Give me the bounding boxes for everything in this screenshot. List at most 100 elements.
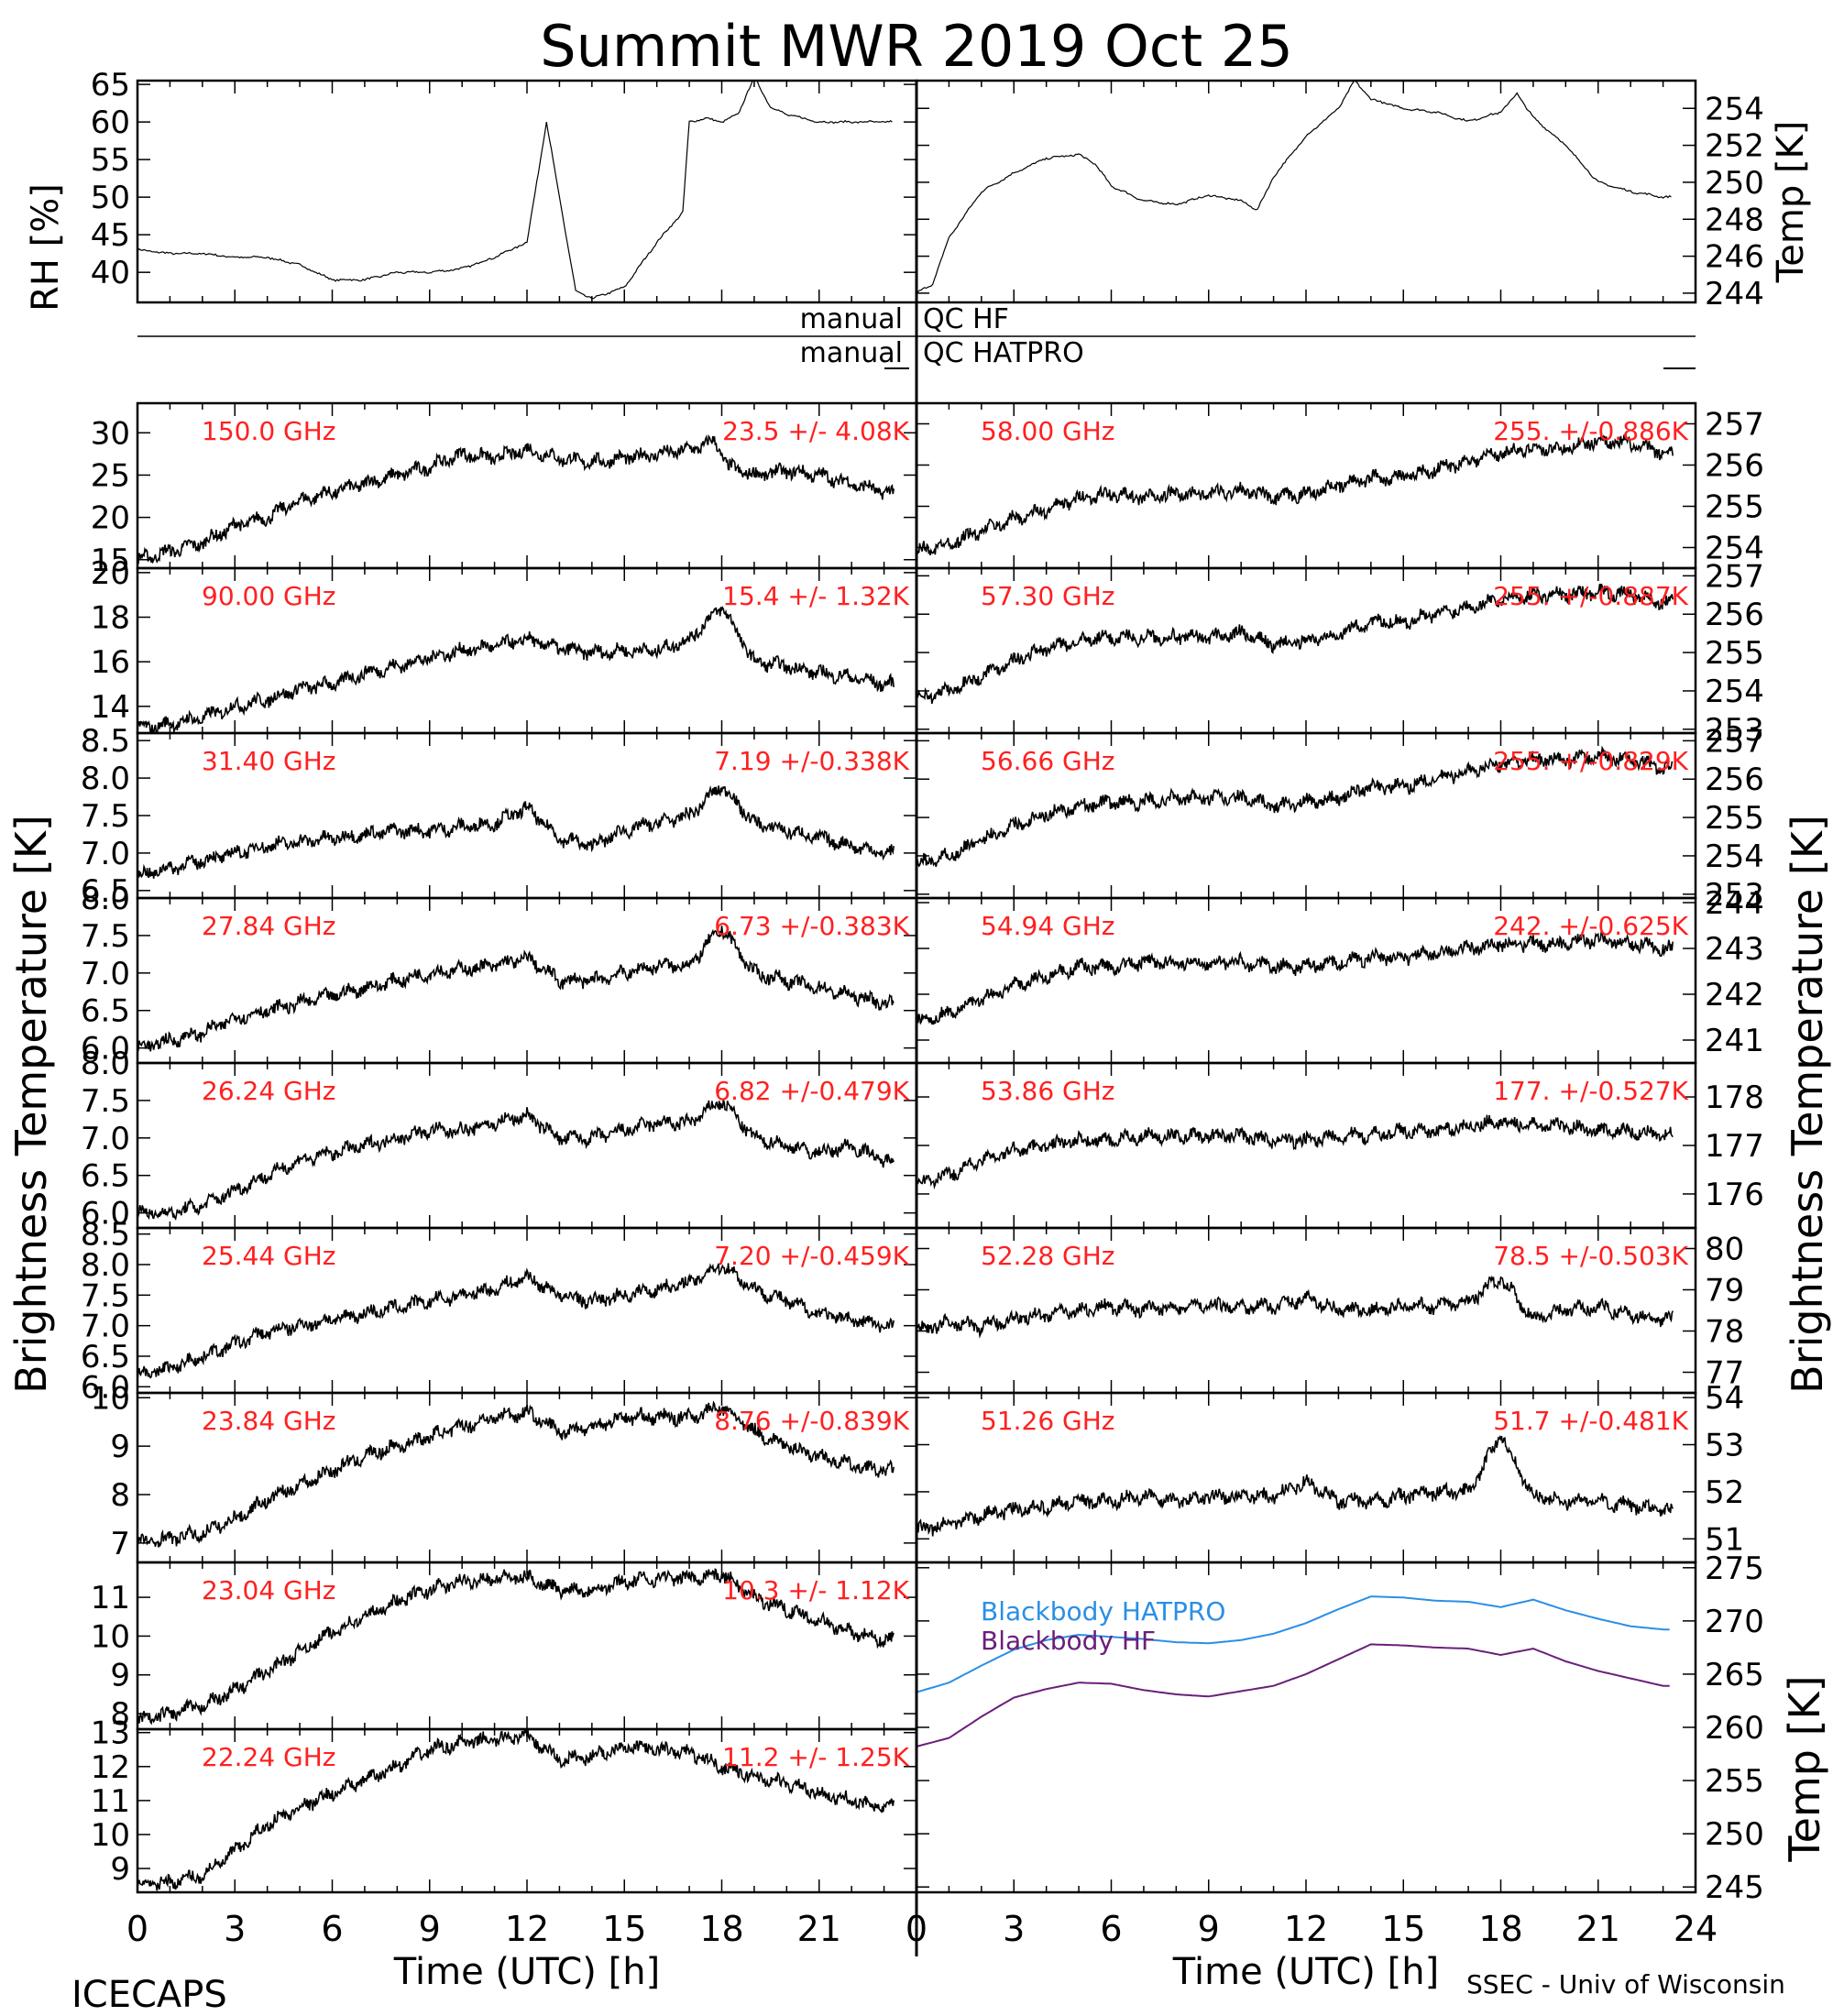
y-tick-label: 7.5 bbox=[81, 1083, 130, 1120]
y-tick-label: 256 bbox=[1705, 761, 1764, 798]
stat-label: 255. +/-0.887K bbox=[1493, 581, 1688, 611]
y-tick-label: 10 bbox=[91, 1817, 130, 1854]
y-tick-label: 7.0 bbox=[81, 1121, 130, 1157]
y-tick-label: 7.5 bbox=[81, 798, 130, 835]
y-tick-label: 275 bbox=[1705, 1550, 1764, 1587]
frequency-label: 23.04 GHz bbox=[202, 1575, 336, 1605]
y-tick-label: 6.5 bbox=[81, 993, 130, 1030]
y-tick-label: 54 bbox=[1705, 1380, 1744, 1417]
stat-label: 23.5 +/- 4.08K bbox=[722, 416, 909, 446]
stat-label: 255. +/-0.829K bbox=[1493, 746, 1688, 776]
y-tick-label: 18 bbox=[91, 600, 130, 637]
panel-150-0: 15 20 25 30 150.0 GHz 23.5 +/- 4.08K bbox=[91, 401, 918, 579]
y-tick-label: 8.0 bbox=[81, 1046, 130, 1082]
y-tick-label: 6.0 bbox=[81, 1031, 130, 1068]
y-tick-label: 25 bbox=[91, 457, 130, 494]
y-tick-label: 8.0 bbox=[81, 761, 130, 797]
y-tick-label: 265 bbox=[1705, 1657, 1764, 1693]
y-tick-label: 78 bbox=[1705, 1314, 1744, 1351]
y-tick-label: 246 bbox=[1705, 239, 1764, 276]
y-tick-label: 7.0 bbox=[81, 956, 130, 992]
y-tick-label: 257 bbox=[1705, 558, 1764, 595]
y-tick-label: 255 bbox=[1705, 1763, 1764, 1800]
panel-bb: 245 250 255 260 265 270 275 Blackbody HATPROBla… bbox=[915, 1550, 1764, 1906]
footer-right: SSEC - Univ of Wisconsin bbox=[1466, 1969, 1785, 2000]
y-tick-label: 9 bbox=[110, 1658, 130, 1694]
y-tick-label: 248 bbox=[1705, 202, 1764, 238]
frequency-label: 90.00 GHz bbox=[202, 581, 336, 611]
x-tick-label-left: 6 bbox=[321, 1909, 343, 1949]
data-series-line bbox=[916, 1434, 1674, 1537]
y-tick-label: 252 bbox=[1705, 128, 1764, 165]
y-tick-label: 15 bbox=[91, 542, 130, 579]
y-tick-label: 6.5 bbox=[81, 1158, 130, 1195]
data-series-line bbox=[137, 1568, 895, 1726]
y-tick-label: 10 bbox=[91, 1380, 130, 1417]
y-tick-label: 9 bbox=[110, 1429, 130, 1465]
stat-label: 255. +/-0.886K bbox=[1493, 416, 1688, 446]
frequency-label: 23.84 GHz bbox=[202, 1406, 336, 1436]
y-tick-label: 16 bbox=[91, 644, 130, 681]
stat-label: 15.4 +/- 1.32K bbox=[722, 581, 909, 611]
y-tick-label: 256 bbox=[1705, 597, 1764, 633]
stat-label: 11.2 +/- 1.25K bbox=[722, 1742, 909, 1772]
panel-26-24: 6.06.57.07.58.0 26.24 GHz 6.82 +/-0.479K bbox=[81, 1046, 918, 1233]
series-hatpro-line bbox=[916, 1595, 1670, 1693]
stat-label: 78.5 +/-0.503K bbox=[1493, 1241, 1688, 1271]
plot-frame bbox=[136, 79, 918, 304]
y-tick-label: 11 bbox=[91, 1580, 130, 1616]
y-tick-label: 45 bbox=[91, 217, 130, 254]
y-tick-label: 254 bbox=[1705, 91, 1764, 127]
x-tick-label-right: 6 bbox=[1100, 1909, 1122, 1949]
y-tick-label: 51 bbox=[1705, 1521, 1744, 1558]
y-tick-label: 253 bbox=[1705, 712, 1764, 749]
panel-54-94: 241 242 243 244 54.94 GHz 242. +/-0.625K bbox=[915, 885, 1764, 1065]
y-tick-label: 178 bbox=[1705, 1079, 1764, 1116]
panel-23-84: 7 8 9 10 23.84 GHz 8.76 +/-0.839K bbox=[91, 1380, 918, 1564]
frequency-label: 22.24 GHz bbox=[202, 1742, 336, 1772]
y-tick-label: 6.0 bbox=[81, 1369, 130, 1406]
y-tick-label: 65 bbox=[91, 67, 130, 104]
y-tick-label: 241 bbox=[1705, 1023, 1764, 1059]
stat-label: 242. +/-0.625K bbox=[1493, 911, 1688, 941]
panel-58-00: 254 255 256 257 58.00 GHz 255. +/-0.886K bbox=[915, 401, 1764, 570]
frequency-label: 58.00 GHz bbox=[981, 416, 1115, 446]
temp-ylabel: Temp [K] bbox=[1770, 121, 1812, 284]
y-tick-label: 254 bbox=[1705, 838, 1764, 875]
chart-title: Summit MWR 2019 Oct 25 bbox=[540, 13, 1293, 80]
y-tick-label: 55 bbox=[91, 142, 130, 179]
x-tick-label-left: 12 bbox=[505, 1909, 549, 1949]
y-tick-label: 20 bbox=[91, 555, 130, 592]
frequency-label: 52.28 GHz bbox=[981, 1241, 1115, 1271]
legend-hf: Blackbody HF bbox=[981, 1626, 1156, 1656]
frequency-label: 26.24 GHz bbox=[202, 1076, 336, 1106]
qc-hatpro-left-label: manual bbox=[800, 337, 903, 369]
y-tick-label: 255 bbox=[1705, 800, 1764, 837]
x-tick-label-right: 15 bbox=[1381, 1909, 1425, 1949]
data-series-line bbox=[916, 432, 1674, 556]
time-label-left: Time (UTC) [h] bbox=[393, 1951, 660, 1993]
y-tick-label: 253 bbox=[1705, 877, 1764, 914]
data-series-line bbox=[916, 81, 1672, 293]
x-tick-label-left: 0 bbox=[126, 1909, 148, 1949]
y-tick-label: 8 bbox=[110, 1477, 130, 1514]
panel-51-26: 51 52 53 54 51.26 GHz 51.7 +/-0.481K bbox=[915, 1380, 1744, 1564]
y-tick-label: 250 bbox=[1705, 1816, 1764, 1853]
data-series-line bbox=[916, 928, 1674, 1025]
stat-label: 7.19 +/-0.338K bbox=[714, 746, 909, 776]
plot-frame bbox=[915, 79, 1697, 304]
y-tick-label: 7.0 bbox=[81, 836, 130, 872]
frequency-label: 25.44 GHz bbox=[202, 1241, 336, 1271]
stat-label: 7.20 +/-0.459K bbox=[714, 1241, 909, 1271]
y-tick-label: 245 bbox=[1705, 1869, 1764, 1906]
stat-label: 10.3 +/- 1.12K bbox=[722, 1575, 909, 1605]
y-tick-label: 11 bbox=[91, 1783, 130, 1820]
x-tick-label-right: 12 bbox=[1284, 1909, 1328, 1949]
